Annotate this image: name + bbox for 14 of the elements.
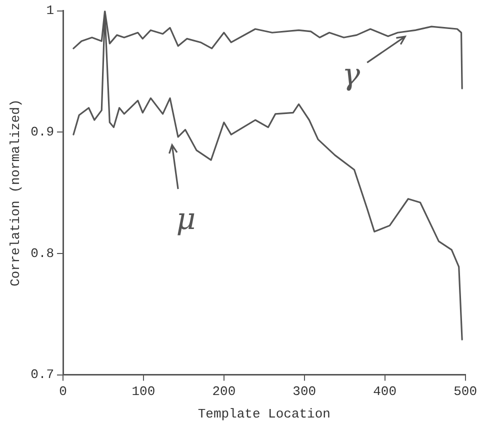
y-tick-label: 0.7 xyxy=(30,367,54,382)
y-tick-label: 0.8 xyxy=(30,246,54,261)
y-tick-label: 0.9 xyxy=(30,124,54,140)
x-tick-label: 0 xyxy=(59,384,67,400)
x-tick-label: 400 xyxy=(373,384,397,400)
x-axis-title: Template Location xyxy=(198,406,330,422)
annotation: μ xyxy=(176,202,196,237)
y-axis-title: Correlation (normalized) xyxy=(8,99,24,286)
x-tick-label: 300 xyxy=(292,384,316,400)
y-tick-label: 1 xyxy=(46,3,54,18)
x-tick-label: 100 xyxy=(132,384,156,400)
x-tick-label: 500 xyxy=(454,384,477,400)
annotation: γ xyxy=(342,58,360,93)
x-tick-label: 200 xyxy=(212,384,236,400)
